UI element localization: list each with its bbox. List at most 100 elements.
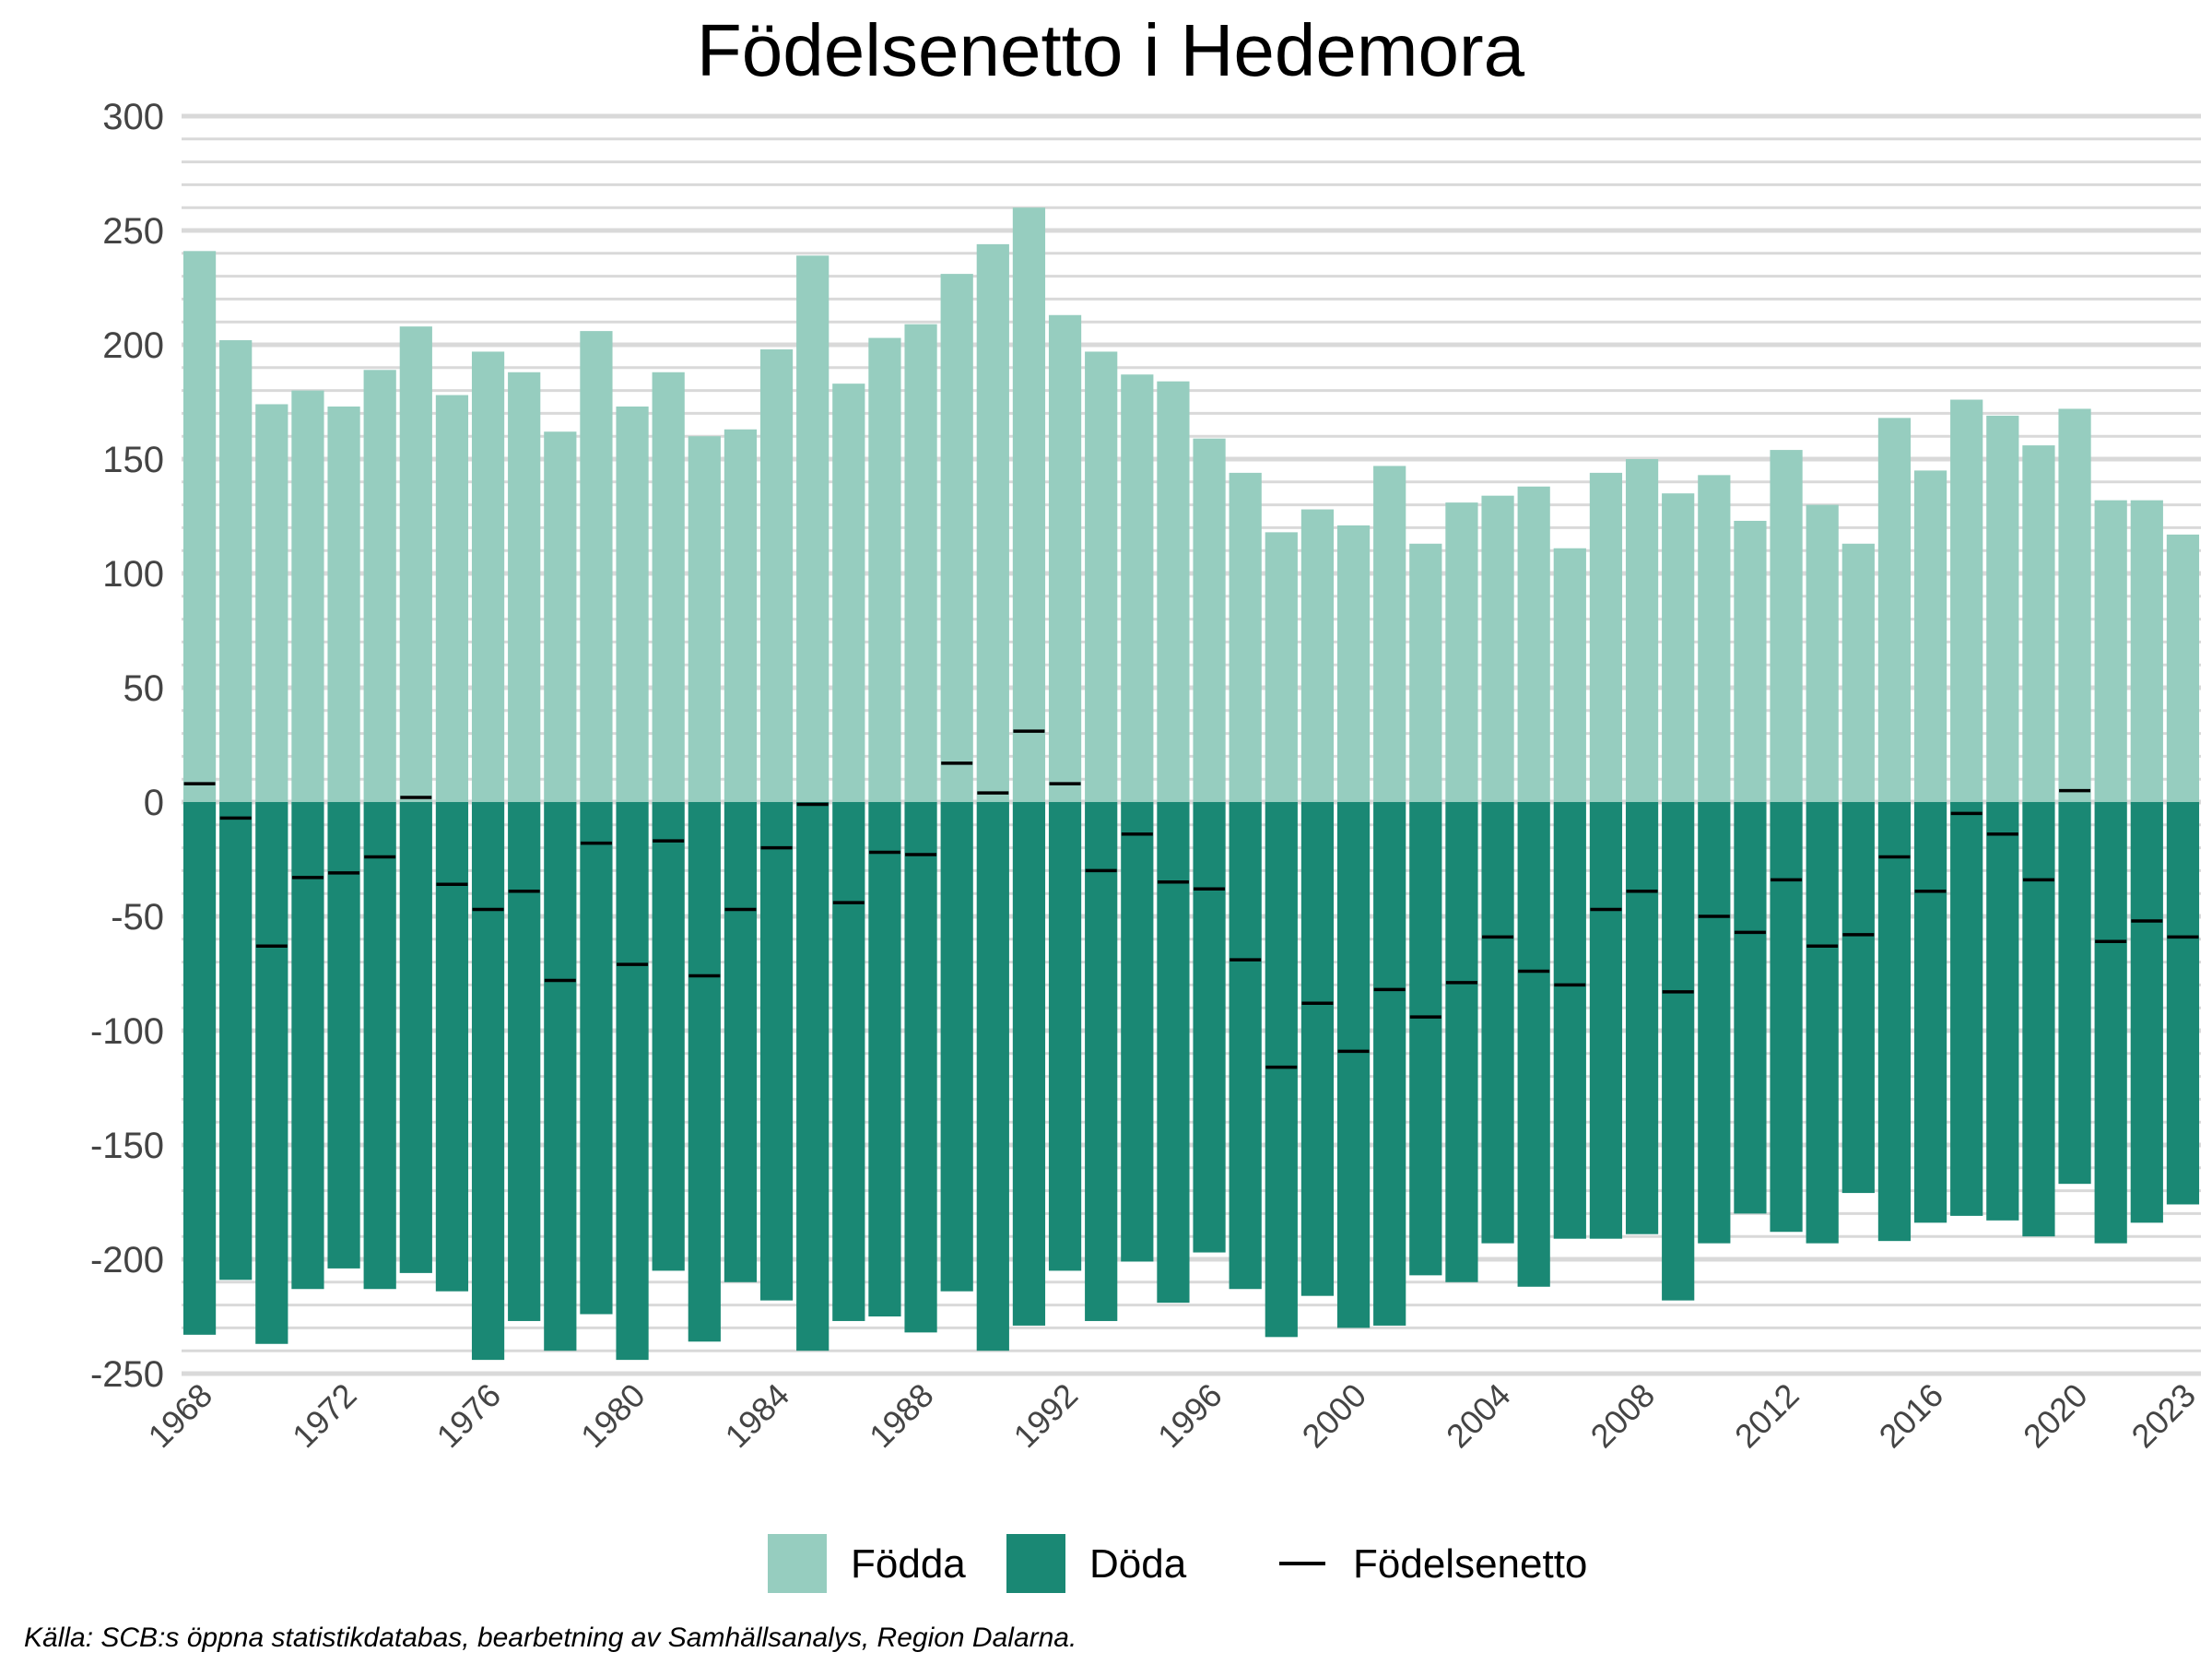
bar-fodda [580, 331, 613, 802]
chart-title: Födelsenetto i Hedemora [697, 9, 1525, 91]
bar-doda [1625, 802, 1659, 1234]
bar-doda [868, 802, 901, 1316]
bar-doda [471, 802, 505, 1361]
bar-fodda [1986, 415, 2019, 802]
bar-doda [1806, 802, 1839, 1244]
bar-fodda [759, 348, 794, 802]
x-axis: 1968 1972 1976 1980 1984 1988 1992 1996 2000 2004… [141, 1376, 2204, 1456]
bar-doda [435, 802, 469, 1292]
bar-fodda [1734, 520, 1767, 802]
bar-fodda [1950, 399, 1983, 802]
bar-fodda [1121, 374, 1154, 802]
bar-doda [1300, 802, 1335, 1296]
bar-fodda [1770, 450, 1803, 802]
bar-fodda [1336, 525, 1371, 802]
bar-doda [1409, 802, 1442, 1276]
bar-doda [1841, 802, 1875, 1194]
x-tick-label: 2008 [1583, 1376, 1663, 1456]
bar-doda [1553, 802, 1586, 1239]
bar-doda [904, 802, 937, 1333]
bar-doda [1085, 802, 1118, 1321]
bar-doda [1770, 802, 1803, 1233]
bar-fodda [1841, 543, 1875, 802]
bar-fodda [1625, 459, 1659, 802]
bar-doda [399, 802, 432, 1273]
bar-fodda [2166, 534, 2200, 802]
bar-fodda [255, 404, 288, 802]
bar-fodda [1589, 472, 1623, 802]
x-tick-label: 1984 [718, 1376, 797, 1456]
bar-doda [1229, 802, 1262, 1290]
bar-fodda [832, 384, 865, 802]
bar-doda [2166, 802, 2200, 1205]
legend-label-fodda: Födda [851, 1541, 966, 1587]
bar-doda [1734, 802, 1767, 1214]
bar-doda [580, 802, 613, 1315]
bar-fodda [1409, 543, 1442, 802]
y-tick-label: 0 [144, 783, 164, 823]
bar-fodda [1806, 504, 1839, 802]
bar-doda [1012, 802, 1046, 1326]
bar-fodda [2130, 500, 2163, 802]
bar-doda [291, 802, 324, 1290]
bar-fodda [327, 406, 360, 802]
source-note: Källa: SCB:s öppna statistikdatabas, bea… [24, 1623, 1077, 1653]
bar-fodda [399, 326, 432, 802]
bar-doda [219, 802, 253, 1280]
bar-doda [544, 802, 577, 1351]
y-tick-label: -100 [90, 1011, 164, 1052]
bar-doda [759, 802, 794, 1301]
x-tick-label: 1972 [285, 1376, 364, 1456]
bar-fodda [1048, 314, 1082, 802]
bar-fodda [1553, 548, 1586, 802]
bar-doda [688, 802, 721, 1342]
bar-doda [1662, 802, 1695, 1301]
bar-fodda [1517, 486, 1550, 802]
legend: Födda Döda Födelsenetto [768, 1534, 1587, 1593]
bar-fodda [1373, 466, 1406, 802]
legend-swatch-doda [1006, 1534, 1065, 1593]
bar-fodda [2058, 408, 2091, 802]
bar-doda [832, 802, 865, 1321]
y-tick-label: 250 [102, 211, 164, 252]
bar-doda [2058, 802, 2091, 1185]
bar-fodda [2094, 500, 2127, 802]
bar-fodda [1481, 495, 1514, 802]
bar-fodda [904, 324, 937, 802]
bar-fodda [1193, 438, 1226, 802]
x-tick-label: 2000 [1295, 1376, 1374, 1456]
bar-doda [940, 802, 973, 1292]
y-tick-label: -150 [90, 1126, 164, 1166]
x-tick-label: 2023 [2124, 1376, 2203, 1456]
bar-fodda [2022, 445, 2055, 802]
bar-fodda [508, 372, 541, 802]
x-tick-label: 1992 [1006, 1376, 1086, 1456]
y-tick-label: -50 [111, 897, 164, 938]
bar-doda [1698, 802, 1731, 1244]
bar-fodda [182, 251, 217, 802]
bar-doda [1265, 802, 1298, 1338]
x-tick-label: 1976 [429, 1376, 509, 1456]
bar-doda [2094, 802, 2127, 1244]
bar-fodda [291, 390, 324, 802]
bar-fodda [1698, 475, 1731, 802]
y-tick-label: 200 [102, 325, 164, 366]
bar-doda [652, 802, 685, 1271]
x-tick-label: 2016 [1872, 1376, 1951, 1456]
bar-fodda [1913, 470, 1947, 802]
bar-doda [1481, 802, 1514, 1244]
bar-fodda [616, 406, 649, 802]
net-markers [183, 729, 2199, 1069]
x-tick-label: 2004 [1439, 1376, 1518, 1456]
bar-fodda [363, 370, 396, 802]
bar-fodda [471, 351, 505, 802]
bar-doda [1986, 802, 2019, 1221]
bar-doda [1517, 802, 1550, 1287]
x-tick-label: 2012 [1727, 1376, 1806, 1456]
bar-doda [2022, 802, 2055, 1237]
y-tick-label: 100 [102, 554, 164, 595]
bar-doda [796, 802, 830, 1351]
legend-label-fodelsenetto: Födelsenetto [1353, 1541, 1587, 1587]
